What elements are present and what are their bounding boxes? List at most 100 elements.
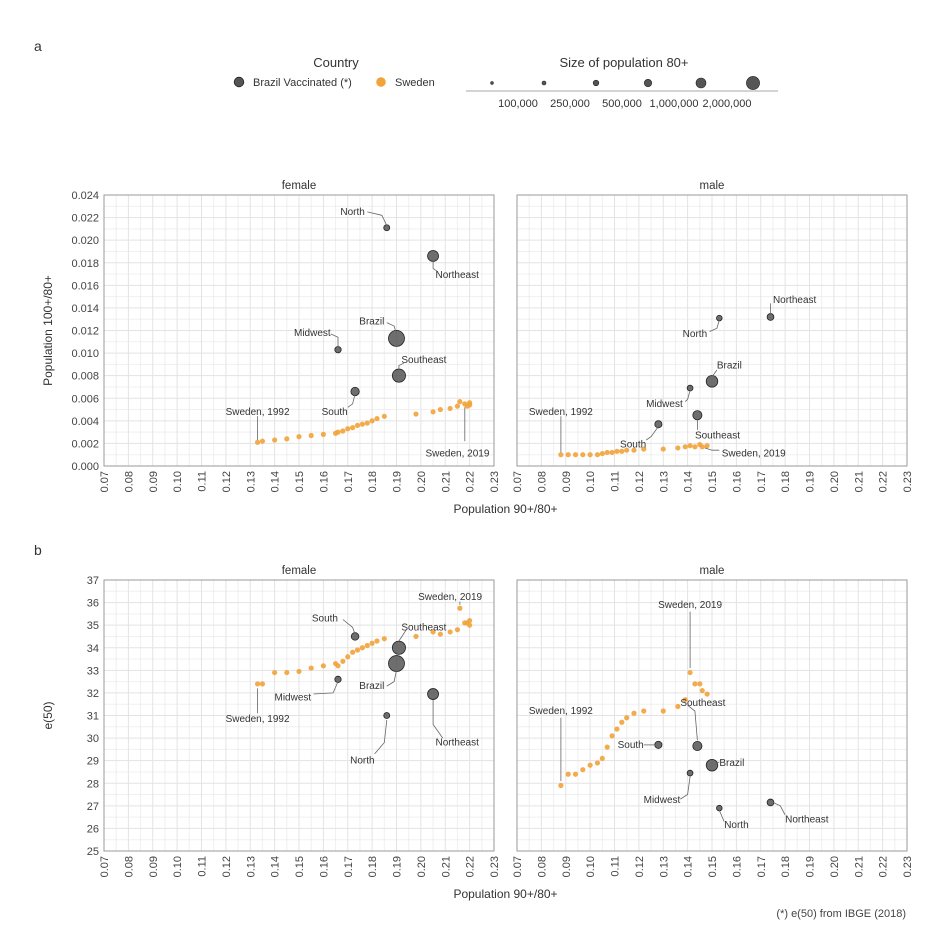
sweden-point — [467, 622, 473, 628]
sweden-point — [692, 444, 698, 450]
legend-size-label: 2,000,000 — [703, 98, 752, 110]
sweden-point — [682, 697, 688, 703]
sweden-point — [631, 447, 637, 453]
sweden-point — [580, 767, 586, 773]
sweden-point — [687, 669, 693, 676]
sweden-point — [609, 449, 615, 456]
x-tick-label: 0.21 — [853, 471, 865, 492]
annotation-leader — [432, 258, 439, 273]
sweden-point — [254, 439, 261, 445]
y-tick-label: 0.006 — [71, 393, 99, 405]
x-tick-label: 0.20 — [829, 856, 841, 877]
annotation-label: Sweden, 2019 — [418, 592, 482, 603]
facet-a-male — [516, 194, 908, 467]
sweden-point — [641, 708, 647, 714]
annotation-label: Southeast — [695, 431, 740, 442]
sweden-point — [697, 681, 703, 687]
facet-frame — [103, 194, 495, 467]
facet-frame — [516, 579, 908, 852]
annotation-label: Brazil — [719, 758, 744, 769]
legend-size-dot — [643, 79, 652, 88]
sweden-point — [308, 432, 314, 439]
legend-size-label: 1,000,000 — [650, 98, 699, 110]
annotation-label: Sweden, 1992 — [226, 714, 290, 725]
sweden-point — [308, 665, 314, 671]
x-tick-label: 0.20 — [416, 856, 428, 877]
annotation-leader — [704, 447, 720, 451]
x-tick-label: 0.23 — [902, 856, 914, 877]
sweden-point — [335, 663, 341, 669]
x-tick-label: 0.10 — [585, 856, 597, 877]
legend-country-title: Country — [313, 55, 359, 70]
sweden-point — [660, 708, 666, 714]
sweden-point — [359, 421, 365, 427]
y-tick-label: 0.016 — [71, 280, 99, 292]
sweden-point — [284, 669, 290, 676]
legend-size-dot — [695, 77, 707, 89]
x-tick-label: 0.14 — [270, 856, 282, 877]
annotation-label: South — [620, 440, 646, 451]
annotation-label: North — [340, 207, 364, 218]
sweden-point — [447, 629, 453, 635]
brazil-point-north — [716, 314, 723, 322]
x-tick-label: 0.22 — [465, 471, 477, 492]
x-tick-label: 0.08 — [536, 856, 548, 877]
brazil-point-north — [716, 804, 723, 812]
x-tick-label: 0.20 — [416, 471, 428, 492]
brazil-point-brazil — [705, 375, 719, 388]
sweden-point — [272, 437, 278, 443]
sweden-point — [354, 422, 361, 428]
x-tick-label: 0.21 — [853, 856, 865, 877]
sweden-point — [374, 415, 380, 422]
sweden-point — [340, 428, 346, 434]
annotation-label: North — [683, 329, 707, 340]
y-tick-label: 0.024 — [71, 190, 99, 202]
sweden-point — [704, 443, 710, 449]
sweden-point — [335, 429, 341, 435]
annotation-label: Northeast — [436, 270, 480, 281]
brazil-point-south — [350, 386, 360, 397]
annotation-label: Southeast — [401, 622, 446, 633]
annotation-leader — [714, 761, 720, 766]
panel-letter-a: a — [34, 38, 42, 54]
y-tick-label: 36 — [87, 598, 99, 610]
annotation-label: Southeast — [401, 355, 446, 366]
y-tick-label: 30 — [87, 733, 99, 745]
annotation-label: Northeast — [436, 738, 480, 749]
annotation-leader — [687, 704, 698, 741]
sweden-point — [687, 443, 693, 449]
x-tick-label: 0.21 — [440, 856, 452, 877]
x-tick-label: 0.12 — [634, 856, 646, 877]
x-tick-label: 0.22 — [878, 856, 890, 877]
annotation-label: Sweden, 2019 — [722, 449, 786, 460]
x-tick-label: 0.22 — [878, 471, 890, 492]
x-tick-label: 0.10 — [172, 856, 184, 877]
footnote: (*) e(50) from IBGE (2018) — [776, 908, 906, 920]
x-tick-label: 0.21 — [440, 471, 452, 492]
x-tick-label: 0.14 — [683, 471, 695, 492]
x-tick-label: 0.15 — [707, 856, 719, 877]
y-tick-label: 29 — [87, 756, 99, 768]
annotation-leader — [432, 699, 444, 739]
sweden-point — [447, 405, 453, 412]
sweden-point — [594, 760, 601, 766]
brazil-point-brazil — [705, 758, 719, 772]
x-tick-label: 0.18 — [780, 471, 792, 492]
legend-sweden-label: Sweden — [395, 77, 435, 89]
annotation-leader — [684, 390, 691, 402]
legend-size-label: 100,000 — [498, 98, 538, 110]
annotation-leader — [398, 629, 407, 642]
brazil-point-midwest — [334, 346, 342, 354]
sweden-point — [604, 744, 610, 750]
x-tick-label: 0.08 — [123, 856, 135, 877]
x-tick-label: 0.08 — [123, 471, 135, 492]
x-tick-label: 0.19 — [805, 471, 817, 492]
sweden-point — [345, 654, 351, 660]
x-tick-label: 0.09 — [148, 471, 160, 492]
x-tick-label: 0.22 — [465, 856, 477, 877]
x-tick-label: 0.13 — [245, 856, 257, 877]
facet-label: male — [700, 565, 725, 577]
x-tick-label: 0.17 — [343, 471, 355, 492]
annotation-label: Sweden, 2019 — [425, 449, 489, 460]
y-tick-label: 0.022 — [71, 213, 99, 225]
